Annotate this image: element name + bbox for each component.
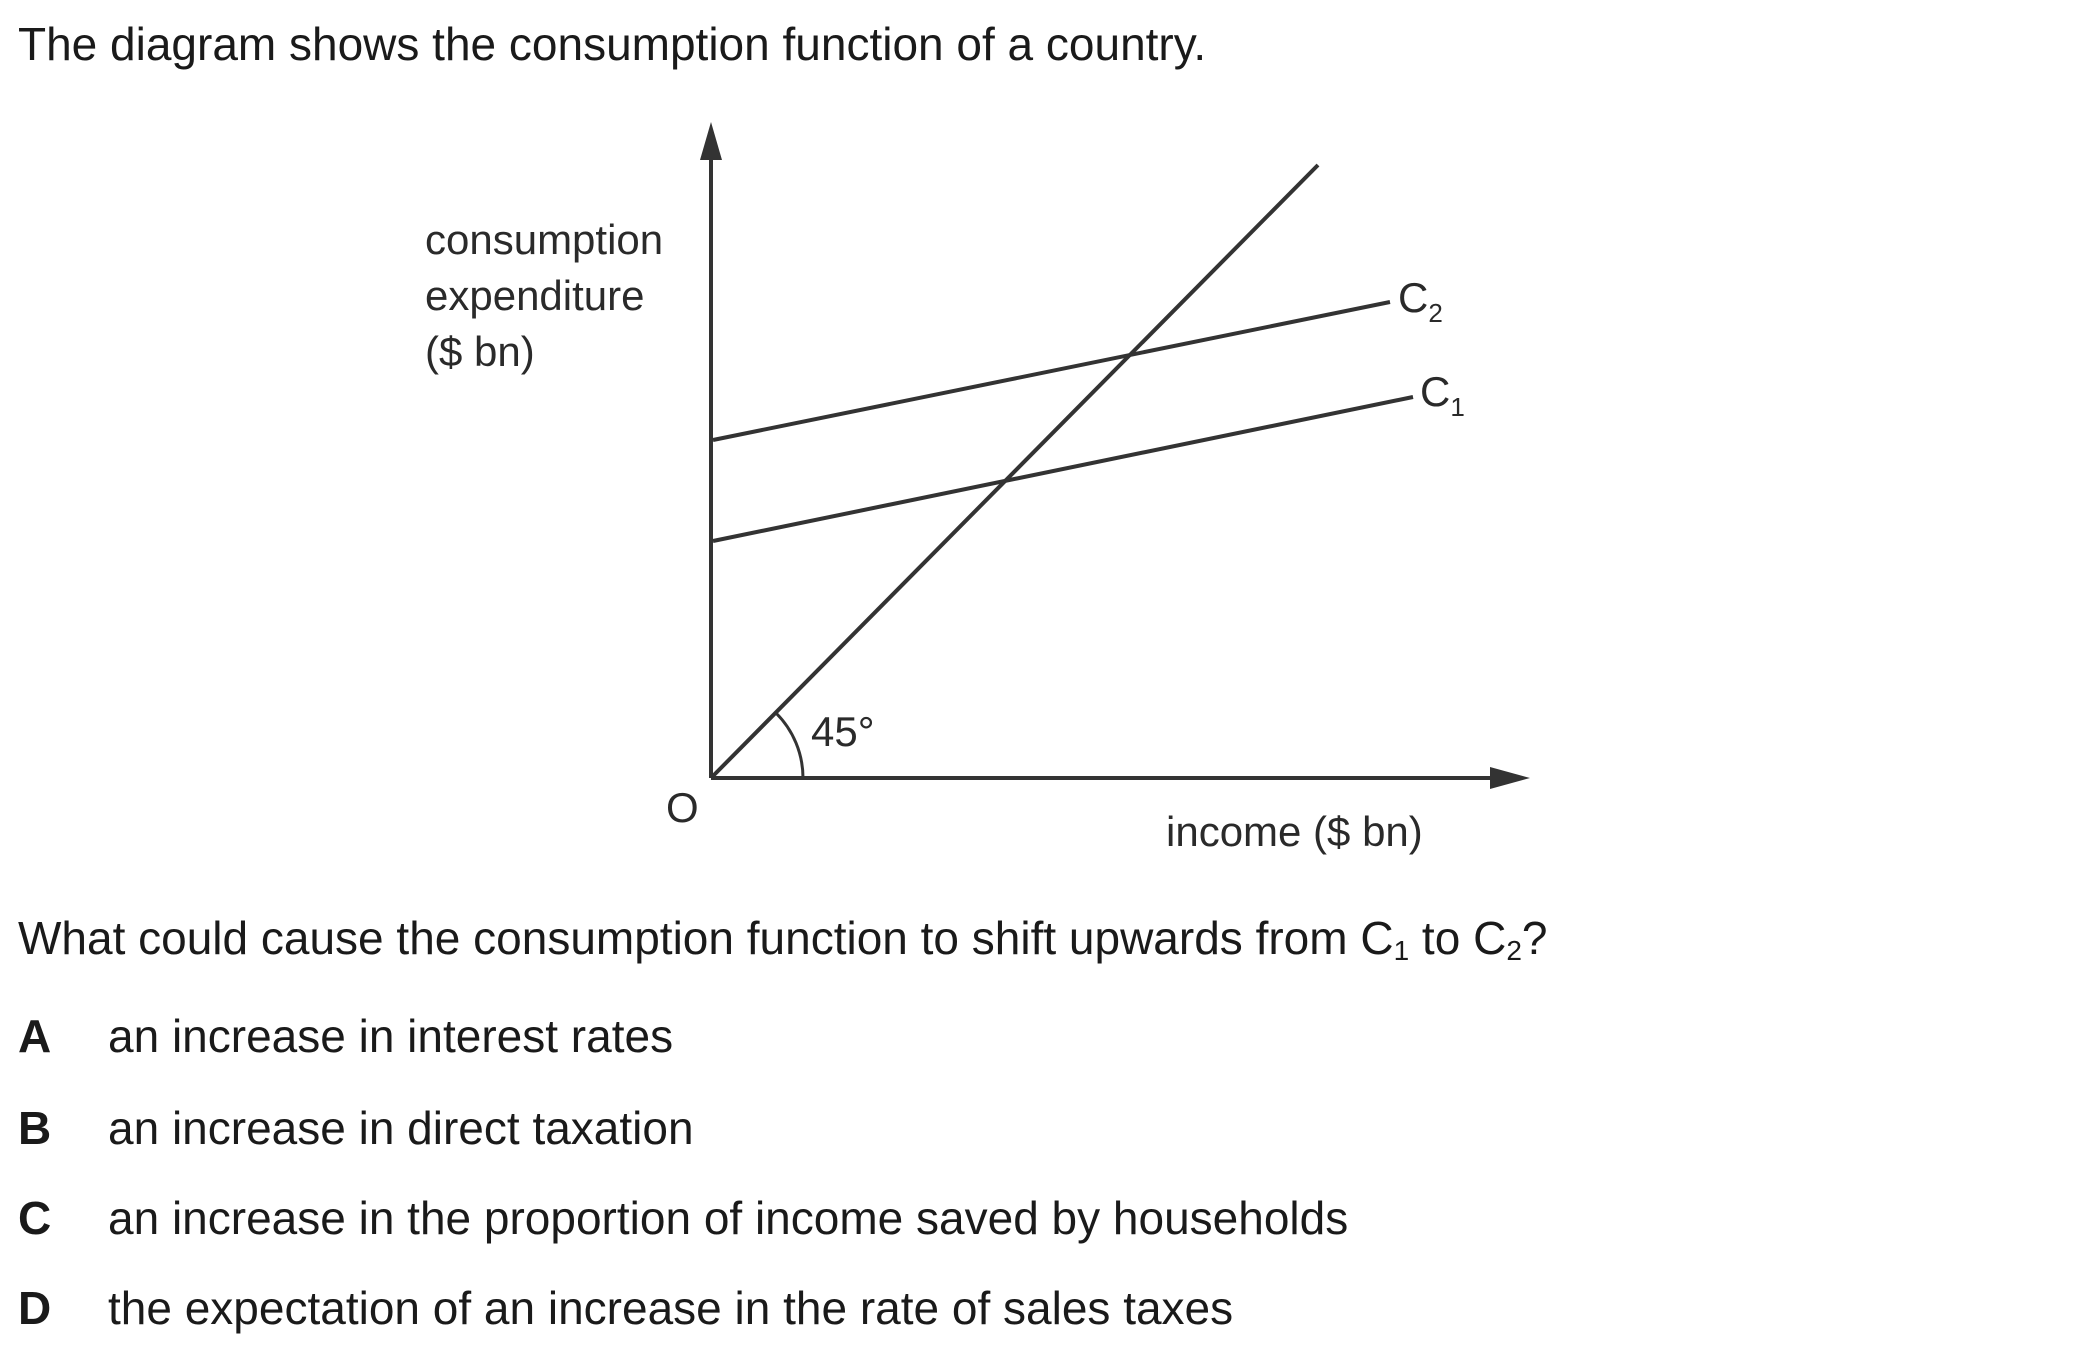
- question-middle: to C: [1409, 912, 1507, 964]
- question-prefix: What could cause the consumption functio…: [18, 912, 1394, 964]
- y-axis-label-line-3: ($ bn): [425, 328, 535, 375]
- angle-label: 45°: [811, 708, 875, 755]
- origin-label: O: [666, 784, 699, 831]
- question-text: What could cause the consumption functio…: [18, 910, 1547, 966]
- option-d-text: the expectation of an increase in the ra…: [108, 1282, 1234, 1334]
- question-suffix: ?: [1521, 912, 1548, 964]
- y-axis-label: consumption expenditure ($ bn): [425, 216, 675, 375]
- y-axis-arrowhead: [700, 122, 722, 160]
- c1-label-letter: C: [1420, 368, 1450, 415]
- option-d-letter: D: [18, 1282, 52, 1334]
- y-axis-label-line-1: consumption: [425, 216, 663, 263]
- option-a-letter: A: [18, 1010, 52, 1062]
- intro-text: The diagram shows the consumption functi…: [18, 18, 1207, 70]
- consumption-line-c2: [712, 300, 1391, 442]
- c2-label-letter: C: [1398, 274, 1428, 321]
- x-axis-arrowhead: [1490, 767, 1530, 789]
- c2-label: C2: [1398, 274, 1443, 328]
- angle-arc: [774, 711, 805, 779]
- x-axis-label: income ($ bn): [1166, 808, 1423, 855]
- forty-five-degree-line: [709, 163, 1320, 780]
- option-c-letter: C: [18, 1192, 52, 1244]
- consumption-line-c1: [712, 395, 1414, 543]
- y-axis-label-line-2: expenditure: [425, 272, 645, 319]
- consumption-function-diagram: consumption expenditure ($ bn) income ($…: [425, 122, 1530, 855]
- option-c-text: an increase in the proportion of income …: [108, 1192, 1349, 1244]
- option-b-letter: B: [18, 1102, 52, 1154]
- option-a-text: an increase in interest rates: [108, 1010, 674, 1062]
- c1-label-subscript: 1: [1450, 392, 1464, 422]
- c2-label-subscript: 2: [1428, 298, 1442, 328]
- option-b-text: an increase in direct taxation: [108, 1102, 694, 1154]
- c1-label: C1: [1420, 368, 1465, 422]
- question-sub-2: 2: [1506, 935, 1522, 966]
- question-sub-1: 1: [1393, 935, 1410, 966]
